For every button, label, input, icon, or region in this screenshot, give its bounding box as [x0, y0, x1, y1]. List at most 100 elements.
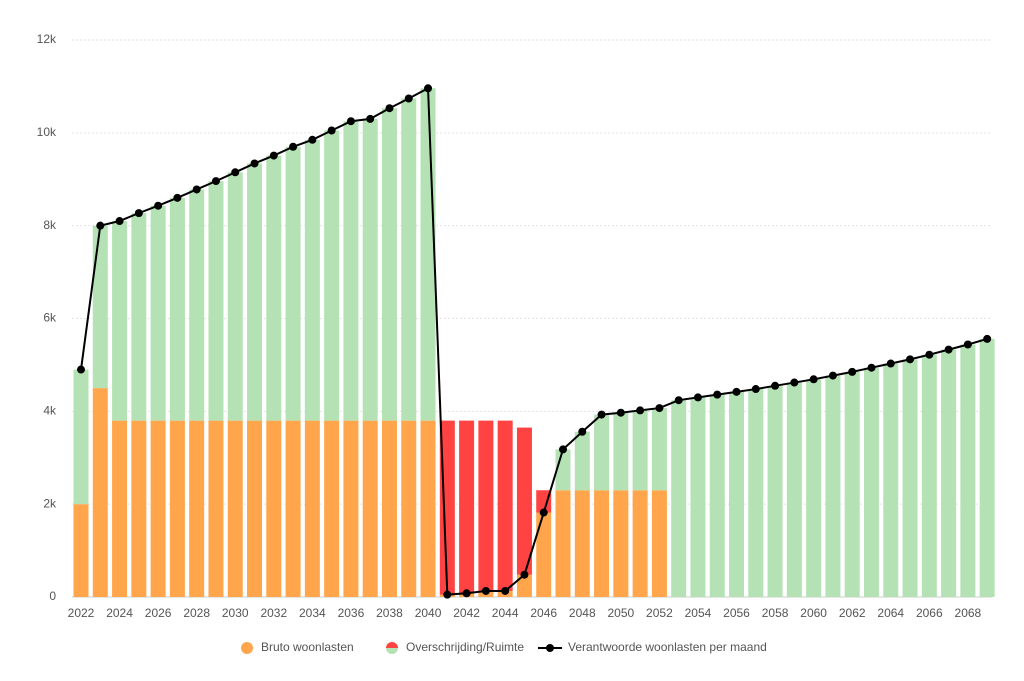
line-point — [520, 570, 529, 579]
bar-segment — [613, 412, 629, 491]
x-tick-label: 2046 — [530, 606, 557, 620]
bar-segment — [690, 397, 706, 597]
bar-segment — [324, 420, 340, 597]
y-tick-label: 4k — [43, 404, 57, 418]
legend-swatch — [386, 642, 398, 648]
line-point — [925, 350, 934, 359]
x-tick-label: 2030 — [222, 606, 249, 620]
bar-segment — [536, 490, 552, 513]
x-tick-label: 2028 — [183, 606, 210, 620]
y-tick-label: 0 — [49, 589, 56, 603]
bar-segment — [169, 197, 185, 421]
y-tick-label: 6k — [43, 311, 57, 325]
bar-segment — [266, 420, 282, 597]
line-point — [231, 168, 240, 177]
bar-segment — [960, 344, 976, 597]
line-point — [462, 589, 471, 598]
bar-segment — [285, 420, 301, 597]
bar-segment — [304, 420, 320, 597]
bar-segment — [92, 225, 108, 389]
y-tick-label: 8k — [43, 218, 57, 232]
bar-segment — [536, 512, 552, 597]
x-tick-label: 2062 — [839, 606, 866, 620]
line-point — [559, 445, 567, 454]
bar-segment — [266, 155, 282, 421]
bar-segment — [844, 371, 860, 597]
bar-segment — [516, 574, 532, 597]
x-tick-label: 2056 — [723, 606, 750, 620]
x-tick-label: 2064 — [877, 606, 904, 620]
bar-segment — [709, 394, 725, 597]
line-point — [597, 410, 606, 419]
line-point — [732, 387, 741, 396]
bar-segment — [169, 420, 185, 597]
bar-segment — [362, 118, 378, 421]
line-point — [250, 159, 259, 168]
bar-segment — [941, 349, 957, 597]
bar-segment — [362, 420, 378, 597]
x-tick-label: 2040 — [415, 606, 442, 620]
bar-segment — [381, 108, 397, 421]
bar-segment — [247, 163, 263, 421]
line-point — [327, 126, 336, 135]
line-point — [115, 217, 124, 226]
line-point — [809, 375, 818, 384]
line-point — [751, 385, 760, 394]
bar-segment — [651, 408, 667, 491]
legend-label: Verantwoorde woonlasten per maand — [568, 640, 767, 654]
legend-label: Bruto woonlasten — [261, 640, 354, 654]
line-point — [211, 177, 220, 186]
line-point — [481, 586, 490, 595]
legend-swatch — [241, 642, 253, 654]
line-point — [906, 355, 915, 364]
line-point — [443, 590, 452, 599]
bar-segment — [381, 420, 397, 597]
line-point — [578, 427, 587, 436]
y-tick-label: 2k — [43, 496, 57, 510]
bar-segment — [92, 388, 108, 597]
x-tick-label: 2060 — [800, 606, 827, 620]
bar-segment — [632, 410, 648, 491]
line-point — [693, 393, 702, 402]
x-tick-label: 2050 — [607, 606, 634, 620]
line-point — [616, 408, 625, 417]
x-tick-label: 2034 — [299, 606, 326, 620]
line-point — [963, 340, 972, 349]
line-point — [539, 508, 548, 517]
legend-swatch — [386, 648, 398, 654]
bar-segment — [651, 490, 667, 597]
bar-segment — [632, 490, 648, 597]
bar-segment — [863, 367, 879, 597]
line-point — [173, 193, 182, 202]
line-point — [77, 365, 85, 374]
legend-swatch — [546, 644, 554, 652]
bar-segment — [131, 213, 147, 421]
line-point — [886, 359, 895, 368]
x-tick-label: 2024 — [106, 606, 133, 620]
line-point — [790, 378, 799, 387]
bar-segment — [343, 121, 359, 421]
line-point — [424, 84, 433, 93]
x-tick-label: 2048 — [569, 606, 596, 620]
line-point — [501, 586, 510, 595]
line-point — [96, 221, 105, 230]
bar-segment — [574, 431, 590, 491]
line-point — [713, 390, 722, 399]
bar-segment — [671, 400, 687, 597]
bar-segment — [401, 420, 417, 597]
bar-segment — [324, 130, 340, 421]
line-point — [848, 367, 857, 376]
bar-segment — [574, 490, 590, 597]
bar-segment — [401, 98, 417, 421]
x-tick-label: 2068 — [955, 606, 982, 620]
y-tick-label: 12k — [37, 32, 57, 46]
line-point — [289, 142, 298, 151]
bar-segment — [478, 420, 494, 591]
bar-segment — [902, 359, 918, 597]
x-tick-label: 2038 — [376, 606, 403, 620]
x-tick-label: 2022 — [68, 606, 95, 620]
bar-segment — [729, 391, 745, 597]
bar-segment — [420, 88, 436, 421]
bar-segment — [497, 420, 513, 591]
